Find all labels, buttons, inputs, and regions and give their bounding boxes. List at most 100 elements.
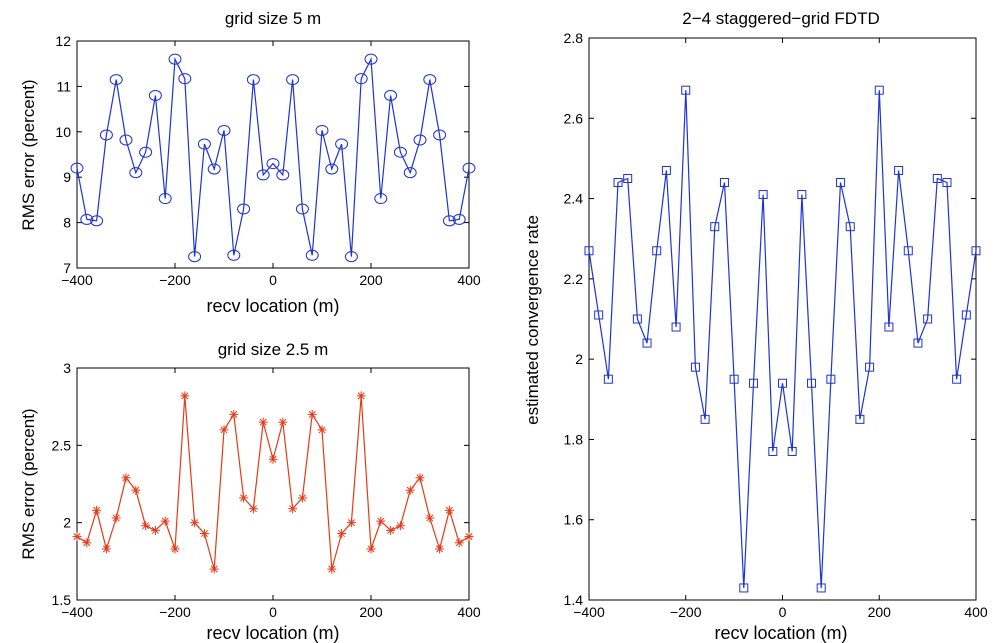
data-point [845,222,855,232]
data-point [681,85,691,95]
data-point [384,89,398,101]
data-point [855,414,865,424]
data-point [90,215,104,227]
data-point [376,516,386,526]
data-point [139,146,153,158]
data-point [710,222,720,232]
data-point [217,124,231,136]
data-point [129,167,143,179]
data-point [150,525,160,535]
data-point [286,74,300,86]
data-point [366,544,376,554]
x-tick-label: 0 [779,604,787,620]
data-point [278,417,288,427]
data-point [719,178,729,188]
y-tick-label: 11 [56,78,71,94]
data-point [229,409,239,419]
y-tick-label: 1.6 [564,512,584,528]
data-point [454,538,464,548]
data-point [462,162,476,174]
data-point [836,178,846,188]
data-point [425,513,435,523]
data-point [778,378,787,388]
data-point [80,213,94,225]
data-point [346,518,356,528]
data-point [305,249,319,261]
y-tick-label: 2 [63,515,71,531]
y-tick-label: 2.5 [52,437,72,453]
y-tick-label: 1.5 [52,592,72,608]
data-point [952,374,962,384]
data-point [415,473,425,483]
data-point [109,74,123,86]
data-point [652,246,662,256]
data-point [237,203,251,215]
data-point [894,165,904,175]
y-tick-label: 2.8 [564,30,584,46]
data-point [119,134,133,146]
data-point [268,454,278,464]
plot-area [76,367,470,601]
data-point [276,169,290,181]
data-point [874,85,884,95]
data-point [403,167,417,179]
x-axis-label: recv location (m) [714,623,847,643]
y-tick-label: 2.2 [564,271,584,287]
data-point [374,193,388,205]
data-point [317,425,327,435]
data-point [72,532,82,542]
data-point [266,158,280,170]
x-tick-label: −200 [159,272,191,288]
plot-area [76,40,470,269]
data-point [92,505,102,515]
data-point [288,504,298,514]
data-point [865,362,875,372]
data-point [632,314,642,324]
x-tick-label: 200 [868,604,892,620]
series-line [588,90,977,589]
data-point [452,213,466,225]
x-tick-label: −400 [573,604,605,620]
data-point [690,362,700,372]
x-axis-label: recv location (m) [206,623,339,643]
y-axis-label: RMS error (percent) [19,79,38,230]
x-axis-label: recv location (m) [206,296,339,316]
data-point [405,485,415,495]
panel-grid-size-5m: grid size 5 m recv location (m) RMS erro… [19,9,481,316]
panel-convergence-rate: 2−4 staggered−grid FDTD recv location (m… [523,9,988,643]
data-point [623,174,633,183]
data-point [354,73,368,85]
data-point [131,485,141,495]
data-point [671,322,681,332]
data-point [603,374,613,384]
x-tick-label: −400 [61,272,93,288]
data-point [613,178,623,188]
data-point [335,138,349,150]
x-tick-label: 200 [359,272,383,288]
y-tick-label: 8 [63,215,71,231]
data-point [227,249,241,261]
chart-title: 2−4 staggered−grid FDTD [682,9,880,28]
x-tick-label: −200 [159,604,191,620]
data-point [246,74,260,86]
plot-area [588,37,977,601]
data-point [364,53,378,65]
data-point [307,409,317,419]
y-tick-label: 2 [575,351,583,367]
data-point [101,544,111,554]
data-point [442,215,456,227]
data-point [435,544,445,554]
data-point [768,446,778,456]
data-point [797,190,807,200]
y-axis-label: RMS error (percent) [19,408,38,559]
x-tick-label: 0 [269,272,277,288]
chart-title: grid size 2.5 m [218,340,329,359]
data-point [295,203,309,215]
data-point [170,544,180,554]
data-point [386,525,396,535]
data-point [121,473,131,483]
data-point [961,310,971,320]
data-point [816,583,826,593]
data-point [413,134,427,146]
